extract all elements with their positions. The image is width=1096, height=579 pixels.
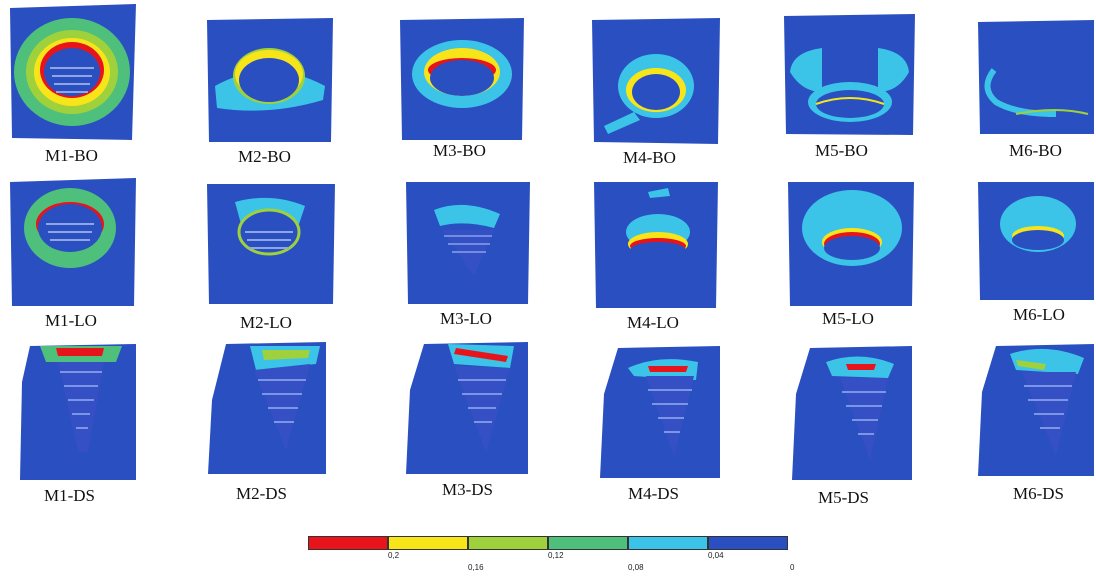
legend-swatch-yellow [388, 536, 468, 550]
panel-m5-lo [786, 180, 916, 308]
caption-m1-bo: M1-BO [45, 146, 98, 165]
caption-m6-ds: M6-DS [1013, 484, 1065, 503]
caption-m2-lo: M2-LO [240, 313, 292, 332]
legend-tick-0-04: 0,04 [708, 551, 724, 560]
caption-m3-lo: M3-LO [440, 309, 492, 328]
panel-m4-bo [590, 16, 722, 146]
legend-tick-0-2: 0,2 [388, 551, 400, 560]
caption-m2-bo: M2-BO [238, 147, 291, 166]
legend-swatch-red [308, 536, 388, 550]
legend-swatch-green [548, 536, 628, 550]
panel-m1-bo [8, 2, 138, 142]
caption-m4-ds: M4-DS [628, 484, 680, 503]
panel-m3-bo [398, 16, 528, 142]
caption-m3-ds: M3-DS [442, 480, 494, 499]
caption-m2-ds: M2-DS [236, 484, 288, 503]
legend-swatch-lime [468, 536, 548, 550]
panel-m6-bo [976, 18, 1096, 136]
panel-m2-bo [205, 16, 335, 146]
panel-m4-lo [592, 180, 720, 310]
caption-m5-ds: M5-DS [818, 488, 870, 507]
color-scale-legend [308, 536, 788, 550]
caption-m3-bo: M3-BO [433, 141, 486, 160]
caption-m5-lo: M5-LO [822, 309, 874, 328]
panel-m5-ds [790, 344, 914, 482]
caption-m4-lo: M4-LO [627, 313, 679, 332]
legend-tick-0-08: 0,08 [628, 563, 644, 572]
panel-m4-ds [598, 344, 722, 480]
caption-m4-bo: M4-BO [623, 148, 676, 167]
caption-m1-lo: M1-LO [45, 311, 97, 330]
caption-m1-ds: M1-DS [44, 486, 96, 505]
panel-m1-lo [8, 178, 138, 308]
panel-m5-bo [782, 12, 917, 137]
panel-m2-lo [205, 182, 337, 306]
panel-m2-ds [206, 340, 328, 476]
legend-tick-0-12: 0,12 [548, 551, 564, 560]
panel-m6-lo [976, 180, 1096, 302]
panel-m1-ds [18, 342, 138, 482]
legend-swatch-blue [708, 536, 788, 550]
panel-m6-ds [976, 342, 1096, 478]
legend-tick-0-16: 0,16 [468, 563, 484, 572]
caption-m5-bo: M5-BO [815, 141, 868, 160]
caption-m6-bo: M6-BO [1009, 141, 1062, 160]
panel-m3-lo [404, 180, 532, 306]
panel-m3-ds [404, 340, 530, 476]
legend-swatch-cyan [628, 536, 708, 550]
legend-tick-0: 0 [790, 563, 795, 572]
caption-m6-lo: M6-LO [1013, 305, 1065, 324]
